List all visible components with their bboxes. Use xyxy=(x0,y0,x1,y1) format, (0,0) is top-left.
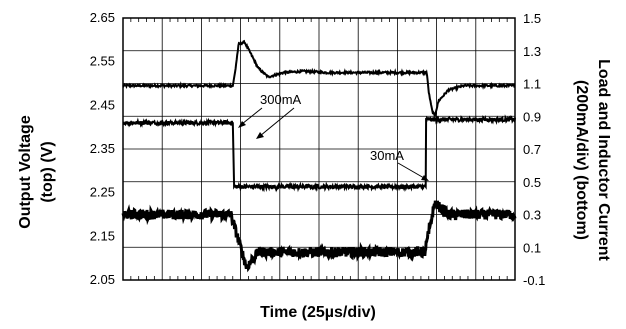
left-tick-label: 2.45 xyxy=(90,97,115,112)
left-axis-title: Output Voltage (top) (V) xyxy=(17,115,56,229)
right-tick-label: 1.1 xyxy=(523,77,541,92)
annotation-300ma-arrowhead-right xyxy=(256,132,264,139)
right-tick-label: 0.1 xyxy=(523,240,541,255)
left-tick-label: 2.05 xyxy=(90,272,115,287)
left-axis-title-line2: (top) (V) xyxy=(39,141,56,202)
right-tick-label: 0.3 xyxy=(523,208,541,223)
left-tick-labels: 2.65 2.55 2.45 2.35 2.25 2.15 2.05 xyxy=(90,10,115,287)
series-output-voltage xyxy=(122,39,516,118)
left-tick-label: 2.25 xyxy=(90,185,115,200)
annotation-300ma: 300mA xyxy=(238,92,302,139)
series-layer xyxy=(121,39,517,273)
annotation-30ma-label: 30mA xyxy=(370,148,404,163)
right-tick-labels: 1.5 1.3 1.1 0.9 0.7 0.5 0.3 0.1 -0.1 xyxy=(523,11,545,288)
right-axis-title-line1: Load and Inductor Current xyxy=(595,59,612,261)
annotation-30ma: 30mA xyxy=(370,148,429,181)
tick-marks xyxy=(130,18,508,280)
right-tick-label: 0.7 xyxy=(523,142,541,157)
right-tick-label: 1.5 xyxy=(523,11,541,26)
right-axis-title-line2: (200mA/div) (bottom) xyxy=(573,80,590,240)
right-tick-label: 0.5 xyxy=(523,175,541,190)
right-tick-label: -0.1 xyxy=(523,273,545,288)
plot-frame xyxy=(122,17,516,281)
right-tick-label: 0.9 xyxy=(523,109,541,124)
x-axis-title: Time (25µs/div) xyxy=(260,304,376,321)
left-tick-label: 2.65 xyxy=(90,10,115,25)
series-inductor-current xyxy=(121,200,517,273)
right-axis-title: Load and Inductor Current (200mA/div) (b… xyxy=(573,59,612,261)
annotation-300ma-arrow-left xyxy=(241,107,263,125)
annotation-300ma-arrowhead-left xyxy=(238,121,246,128)
series-load-current xyxy=(122,114,516,193)
left-tick-label: 2.15 xyxy=(90,228,115,243)
annotation-300ma-label: 300mA xyxy=(260,92,302,107)
annotation-30ma-arrowhead xyxy=(421,175,429,181)
annotation-30ma-arrow xyxy=(397,162,425,179)
annotation-300ma-arrow-right xyxy=(259,107,295,137)
left-tick-label: 2.55 xyxy=(90,54,115,69)
right-tick-label: 1.3 xyxy=(523,44,541,59)
left-tick-label: 2.35 xyxy=(90,141,115,156)
grid xyxy=(123,18,515,280)
left-axis-title-line1: Output Voltage xyxy=(17,115,34,229)
